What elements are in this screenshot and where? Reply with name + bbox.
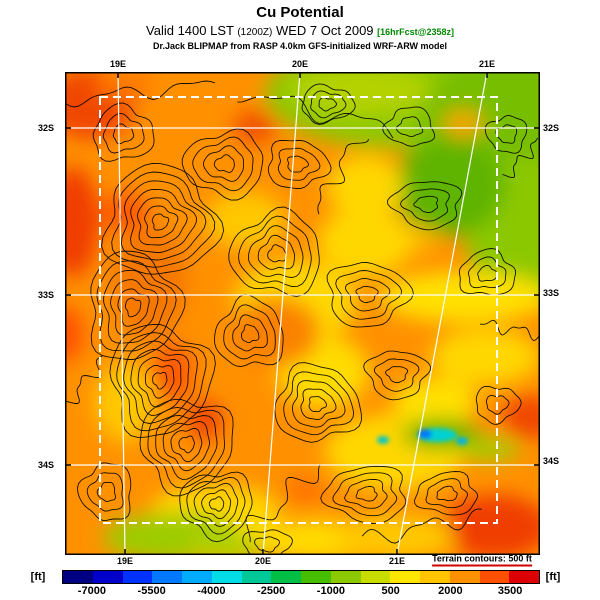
colorbar-segment bbox=[360, 571, 391, 583]
lon-label-top-19e: 19E bbox=[109, 59, 127, 69]
colorbar-tick: -1000 bbox=[316, 585, 345, 597]
model-credit-line: Dr.Jack BLIPMAP from RASP 4.0km GFS-init… bbox=[152, 41, 448, 51]
colorbar-segment bbox=[479, 571, 510, 583]
lat-label-left-34s: 34S bbox=[37, 460, 55, 470]
colorbar-segment bbox=[241, 571, 272, 583]
forecast-tag: [16hrFcst@2358z] bbox=[377, 27, 454, 37]
lat-label-left-32s: 32S bbox=[37, 123, 55, 133]
colorbar-tick: 500 bbox=[381, 585, 400, 597]
colorbar-segment bbox=[122, 571, 153, 583]
lat-label-right-34s: 34S bbox=[542, 456, 560, 466]
page-title: Cu Potential bbox=[256, 4, 344, 21]
lat-label-right-32s: 32S bbox=[542, 123, 560, 133]
potential-field-blobs bbox=[65, 72, 540, 555]
terrain-contour-lines bbox=[65, 80, 540, 555]
lon-label-bottom-20e: 20E bbox=[254, 556, 272, 566]
lat-label-right-33s: 33S bbox=[542, 288, 560, 298]
colorbar-tick: -5500 bbox=[137, 585, 166, 597]
forecast-map bbox=[65, 72, 540, 555]
axis-ticks bbox=[65, 72, 540, 555]
colorbar-tick: -7000 bbox=[77, 585, 106, 597]
colorbar-segment bbox=[63, 571, 93, 583]
colorbar-segment bbox=[449, 571, 480, 583]
colorbar-segment bbox=[92, 571, 123, 583]
lon-label-top-20e: 20E bbox=[291, 59, 309, 69]
latlon-gridlines bbox=[65, 72, 540, 555]
colorbar-unit-right: [ft] bbox=[545, 571, 561, 583]
lat-label-left-33s: 33S bbox=[37, 290, 55, 300]
colorbar-segment bbox=[330, 571, 361, 583]
valid-time-line: Valid 1400 LST (1200Z) WED 7 Oct 2009 [1… bbox=[0, 23, 600, 38]
terrain-contours-note: Terrain contours: 500 ft bbox=[432, 554, 532, 567]
valid-zulu: (1200Z) bbox=[237, 27, 273, 38]
colorbar-segment bbox=[211, 571, 242, 583]
colorbar-tick: -4000 bbox=[197, 585, 226, 597]
colorbar-tick-row: -7000 -5500 -4000 -2500 -1000 500 2000 3500 bbox=[0, 585, 600, 599]
colorbar bbox=[62, 570, 540, 584]
valid-date: WED 7 Oct 2009 bbox=[275, 23, 374, 38]
map-border bbox=[65, 72, 540, 555]
colorbar-tick: 3500 bbox=[497, 585, 523, 597]
colorbar-unit-left: [ft] bbox=[30, 571, 46, 583]
lift-spots bbox=[377, 428, 468, 445]
colorbar-segment bbox=[152, 571, 182, 583]
colorbar-tick: -2500 bbox=[257, 585, 286, 597]
lon-label-bottom-21e: 21E bbox=[388, 556, 406, 566]
lon-label-bottom-19e: 19E bbox=[116, 556, 134, 566]
colorbar-segment bbox=[271, 571, 301, 583]
colorbar-segment bbox=[420, 571, 450, 583]
colorbar-tick: 2000 bbox=[438, 585, 463, 597]
map-canvas bbox=[65, 72, 540, 555]
colorbar-segment bbox=[390, 571, 420, 583]
colorbar-segment bbox=[182, 571, 212, 583]
colorbar-segment bbox=[509, 571, 539, 583]
colorbar-segment bbox=[301, 571, 331, 583]
valid-prefix: Valid 1400 LST bbox=[146, 23, 234, 38]
model-domain-box bbox=[99, 96, 498, 524]
lon-label-top-21e: 21E bbox=[478, 59, 496, 69]
